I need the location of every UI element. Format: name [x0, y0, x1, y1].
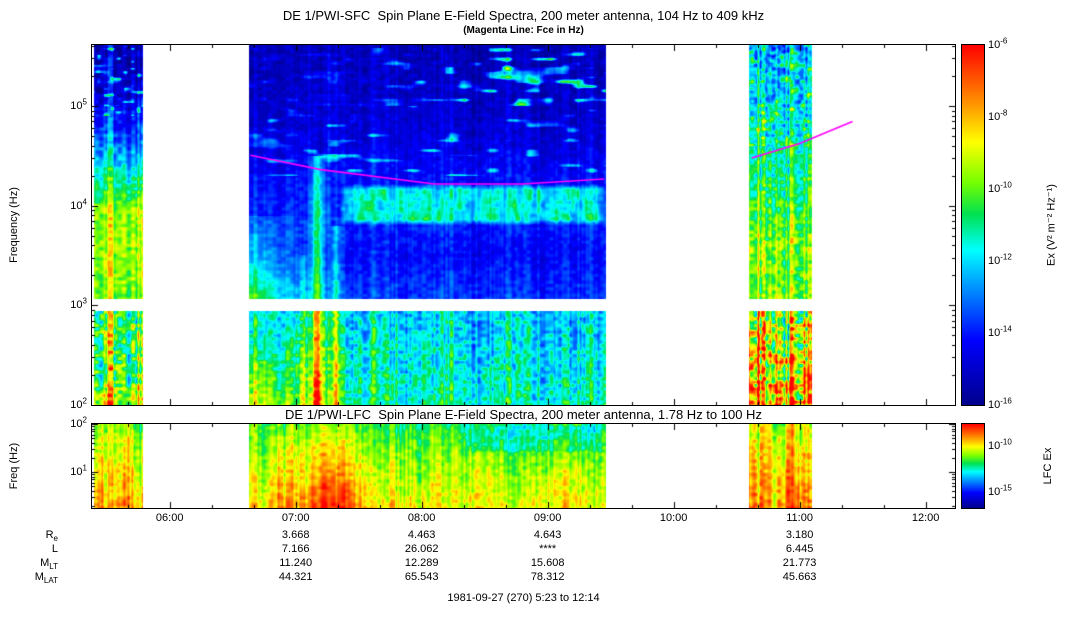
sfc-colorbar-tick-label: 10-16 — [988, 396, 1012, 411]
magenta-line-note: (Magenta Line: Fce in Hz) — [463, 25, 584, 36]
lfc-spectrogram-canvas — [92, 424, 955, 508]
lfc-y-tick-label: 101 — [70, 463, 87, 478]
ephemeris-row-label: MLT — [40, 557, 58, 572]
sfc-y-tick-label: 105 — [70, 97, 87, 112]
sfc-y-tick-label: 102 — [70, 396, 87, 411]
ephemeris-value: 3.668 — [281, 529, 310, 541]
sfc-colorbar-tick-label: 10-10 — [988, 180, 1012, 195]
ephemeris-value: 11.240 — [279, 557, 313, 569]
time-tick-label: 09:00 — [533, 512, 562, 524]
ephemeris-row-label: MLAT — [34, 571, 58, 586]
sfc-y-tick-label: 104 — [70, 196, 87, 212]
lfc-spectrogram-panel — [91, 423, 956, 509]
sfc-title: DE 1/PWI-SFC Spin Plane E-Field Spectra,… — [282, 8, 765, 23]
ephemeris-value: 4.643 — [533, 529, 562, 541]
lfc-colorbar-label: LFC Ex — [1042, 447, 1054, 485]
sfc-colorbar-tick-label: 10-14 — [988, 324, 1012, 339]
sfc-colorbar — [961, 44, 985, 406]
ephemeris-value: 26.062 — [404, 543, 439, 555]
lfc-title: DE 1/PWI-LFC Spin Plane E-Field Spectra,… — [285, 407, 762, 422]
sfc-colorbar-tick-label: 10-12 — [988, 252, 1012, 267]
ephemeris-value: 3.180 — [785, 529, 814, 541]
ephemeris-value: **** — [539, 543, 557, 555]
sfc-spectrogram-panel — [91, 44, 956, 406]
lfc-colorbar-tick-label: 10-15 — [988, 483, 1012, 499]
ephemeris-value: 12.289 — [404, 557, 439, 569]
sfc-y-tick-label: 103 — [70, 296, 87, 312]
sfc-colorbar-tick-label: 10-6 — [988, 36, 1008, 51]
time-tick-label: 08:00 — [407, 512, 436, 524]
ephemeris-value: 78.312 — [530, 571, 565, 583]
ephemeris-row-label: L — [51, 543, 58, 555]
ephemeris-value: 21.773 — [782, 557, 817, 569]
time-tick-label: 06:00 — [155, 512, 184, 524]
time-tick-label: 12:00 — [911, 512, 940, 524]
ephemeris-value: 65.543 — [404, 571, 439, 583]
sfc-colorbar-tick-label: 10-8 — [988, 108, 1008, 123]
time-range-footer: 1981-09-27 (270) 5:23 to 12:14 — [447, 592, 600, 604]
ephemeris-value: 6.445 — [785, 543, 814, 555]
lfc-colorbar — [961, 423, 985, 509]
lfc-y-tick-label: 102 — [70, 415, 87, 430]
ephemeris-value: 7.166 — [281, 543, 310, 555]
sfc-spectrogram-canvas — [92, 45, 955, 405]
ephemeris-row-label: Re — [45, 529, 58, 544]
ephemeris-value: 4.463 — [407, 529, 436, 541]
ephemeris-value: 15.608 — [530, 557, 565, 569]
time-tick-label: 10:00 — [659, 512, 688, 524]
time-tick-label: 11:00 — [786, 512, 813, 524]
sfc-colorbar-label: Ex (V² m⁻² Hz⁻¹) — [1045, 184, 1058, 266]
ephemeris-value: 45.663 — [782, 571, 817, 583]
lfc-colorbar-tick-label: 10-10 — [988, 437, 1012, 452]
time-tick-label: 07:00 — [281, 512, 310, 524]
ephemeris-value: 44.321 — [278, 571, 313, 583]
